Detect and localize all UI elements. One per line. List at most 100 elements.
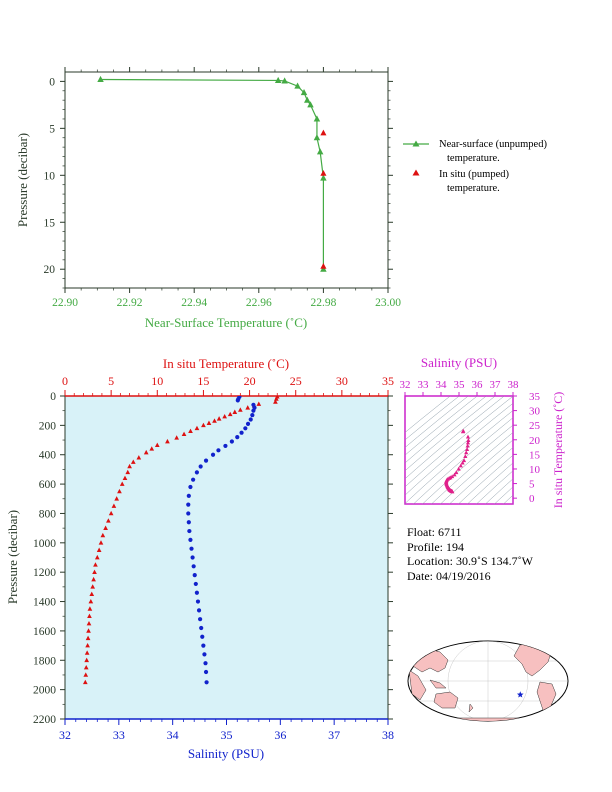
salinity-point — [235, 398, 240, 403]
ts-markers — [444, 428, 471, 494]
temperature-point — [84, 657, 90, 663]
density-contour — [405, 396, 451, 433]
salinity-point — [194, 470, 199, 475]
salinity-point — [200, 634, 205, 639]
salinity-point — [243, 426, 248, 431]
salinity-point — [189, 546, 194, 551]
temperature-point — [86, 620, 92, 626]
salinity-point — [201, 643, 206, 648]
profile-number: Profile: 194 — [407, 539, 464, 554]
temperature-point — [89, 591, 95, 597]
temperature-point — [154, 442, 160, 448]
salinity-tick-label: 33 — [113, 728, 125, 742]
y-tick-label: 0 — [49, 76, 55, 88]
salinity-point — [186, 520, 191, 525]
temperature-point — [83, 672, 89, 677]
salinity-point — [198, 464, 203, 469]
ts-salinity-tick-label: 36 — [472, 379, 484, 391]
density-contour — [449, 447, 513, 504]
density-contour — [476, 470, 513, 504]
ts-salinity-tick-label: 34 — [436, 379, 448, 391]
ts-salinity-tick-label: 32 — [400, 379, 411, 391]
salinity-tick-label: 34 — [167, 728, 179, 742]
temperature-point — [100, 532, 106, 538]
salinity-point — [216, 448, 221, 453]
pressure-tick-label: 400 — [39, 450, 57, 462]
ts-temperature-tick-label: 5 — [529, 479, 535, 491]
temperature-point — [111, 503, 117, 508]
legend-label-near-surface-1: Near-surface (unpumped) — [439, 139, 547, 150]
salinity-tick-label: 38 — [382, 728, 394, 742]
ts-point — [465, 434, 471, 439]
temperature-point — [188, 428, 193, 434]
near-surface-point — [313, 134, 321, 141]
salinity-point — [194, 590, 199, 595]
salinity-point — [188, 484, 193, 490]
temperature-tick-label: 30 — [336, 374, 348, 388]
legend-label-in-situ-1: In situ (pumped) — [439, 169, 509, 180]
temperature-point — [273, 399, 278, 404]
ts-point — [458, 463, 463, 468]
near-surface-point — [313, 115, 321, 122]
salinity-tick-label: 36 — [274, 728, 286, 742]
y-tick-label: 10 — [44, 170, 56, 182]
pressure-tick-label: 1800 — [33, 655, 56, 667]
density-contour — [405, 396, 505, 480]
salinity-point — [186, 493, 191, 498]
pressure-tick-label: 0 — [50, 391, 56, 403]
density-contour — [538, 386, 612, 514]
salinity-profile-markers — [186, 396, 257, 685]
salinity-point — [195, 599, 201, 604]
temperature-point — [85, 642, 90, 648]
temperature-point — [216, 416, 222, 421]
temperature-point — [232, 409, 238, 414]
pressure-ticks: 0 200 400 600 800 1000 1200 1400 1600 1800 2000 220… — [33, 391, 393, 726]
salinity-point — [193, 581, 198, 587]
temperature-point — [88, 598, 94, 604]
density-contour — [431, 432, 513, 504]
density-contour — [405, 410, 513, 504]
ts-temperature-tick-label: 20 — [529, 435, 541, 447]
salinity-point — [250, 412, 255, 418]
temperature-point — [143, 449, 149, 455]
density-contour — [405, 396, 487, 464]
in-situ-point — [320, 170, 327, 176]
x-tick-label: 22.98 — [310, 297, 336, 309]
temperature-point — [94, 554, 100, 560]
salinity-point — [191, 477, 196, 482]
ts-point — [463, 454, 468, 459]
temperature-point — [181, 431, 187, 436]
temperature-point — [98, 540, 104, 545]
pressure-tick-label: 1200 — [33, 567, 56, 579]
salinity-point — [196, 608, 202, 613]
salinity-point — [186, 511, 191, 516]
salinity-point — [229, 439, 234, 444]
temperature-point — [238, 407, 243, 412]
near-surface-y-axis-title: Pressure (decibar) — [15, 133, 30, 227]
density-contours — [405, 386, 612, 514]
temperature-point — [87, 606, 93, 611]
x-tick-label: 22.94 — [181, 297, 207, 309]
pressure-tick-label: 200 — [39, 420, 57, 432]
temperature-point — [125, 469, 131, 475]
y-tick-label: 20 — [44, 264, 56, 276]
float-location-star — [516, 691, 524, 698]
profile-panel: 0 5 10 15 20 25 30 35 32 33 34 35 36 37 38 0 200 400 600… — [5, 356, 394, 761]
salinity-point — [248, 417, 253, 422]
salinity-point — [239, 430, 244, 435]
ts-salinity-tick-label: 37 — [490, 379, 502, 391]
salinity-point — [203, 669, 209, 675]
x-tick-label: 22.92 — [117, 297, 143, 309]
pressure-tick-label: 1600 — [33, 626, 56, 638]
pressure-tick-label: 2200 — [33, 714, 56, 726]
near-surface-point — [281, 77, 288, 84]
near-surface-point — [97, 75, 104, 83]
salinity-point — [203, 458, 209, 463]
ts-point — [460, 429, 466, 434]
legend-marker-near-surface — [412, 140, 420, 147]
temperature-point — [245, 405, 251, 410]
temperature-point — [201, 422, 206, 428]
in-situ-point — [320, 263, 327, 269]
ts-salinity-tick-label: 38 — [508, 379, 520, 391]
temperature-tick-label: 5 — [108, 374, 114, 388]
